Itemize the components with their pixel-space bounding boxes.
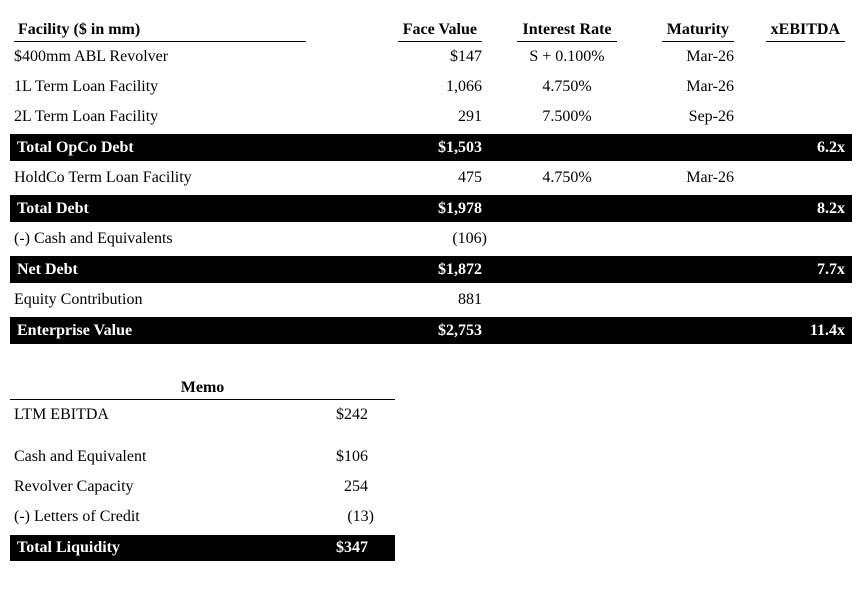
- total-row-enterprise-value: Enterprise Value $2,753 11.4x: [10, 317, 852, 344]
- facility-cell: Equity Contribution: [14, 291, 143, 308]
- face-value-cell: $1,978: [438, 199, 482, 217]
- memo-value: $106: [336, 448, 368, 465]
- facility-cell: 1L Term Loan Facility: [14, 78, 159, 95]
- facility-cell: 2L Term Loan Facility: [14, 108, 159, 125]
- face-value-cell: 291: [458, 108, 482, 125]
- memo-label: (-) Letters of Credit: [14, 508, 140, 525]
- memo-row-ltm-ebitda: LTM EBITDA $242: [10, 400, 395, 430]
- face-value-cell: 1,066: [446, 78, 482, 95]
- xebitda-cell: 11.4x: [809, 321, 845, 339]
- column-header-interest-rate-label: Interest Rate: [517, 21, 617, 42]
- face-value-cell: 881: [458, 291, 482, 308]
- face-value-cell: (106): [452, 230, 487, 247]
- interest-rate-cell: 4.750%: [542, 169, 592, 186]
- memo-row-revolver-capacity: Revolver Capacity 254: [10, 472, 395, 502]
- memo-value: $242: [336, 406, 368, 423]
- column-header-maturity: Maturity: [638, 21, 736, 42]
- memo-value: $347: [336, 539, 368, 556]
- face-value-cell: $1,872: [438, 260, 482, 278]
- memo-label: Total Liquidity: [17, 539, 121, 556]
- xebitda-cell: 8.2x: [817, 199, 845, 217]
- xebitda-cell: 6.2x: [817, 138, 845, 156]
- column-header-xebitda-label: xEBITDA: [765, 21, 845, 42]
- interest-rate-cell: S + 0.100%: [529, 48, 605, 65]
- facility-cell: Total Debt: [17, 199, 89, 217]
- table-row-abl-revolver: $400mm ABL Revolver $147 S + 0.100% Mar-…: [10, 42, 852, 72]
- column-header-facility: Facility ($ in mm): [10, 21, 390, 42]
- column-header-face-value-label: Face Value: [397, 21, 482, 42]
- total-row-net-debt: Net Debt $1,872 7.7x: [10, 256, 852, 283]
- facility-cell: Net Debt: [17, 260, 78, 278]
- column-header-face-value: Face Value: [396, 21, 496, 42]
- memo-title: Memo: [10, 374, 395, 400]
- memo-label: LTM EBITDA: [14, 406, 109, 423]
- column-header-xebitda: xEBITDA: [742, 21, 852, 42]
- cap-table-header-row: Facility ($ in mm) Face Value Interest R…: [10, 14, 852, 42]
- memo-table: Memo LTM EBITDA $242 Cash and Equivalent…: [10, 374, 395, 561]
- memo-total-row-total-liquidity: Total Liquidity $347: [10, 535, 395, 561]
- memo-value: 254: [344, 478, 368, 495]
- column-header-interest-rate: Interest Rate: [502, 21, 632, 42]
- maturity-cell: Mar-26: [686, 78, 734, 95]
- total-row-total-debt: Total Debt $1,978 8.2x: [10, 195, 852, 222]
- table-row-1l-term-loan: 1L Term Loan Facility 1,066 4.750% Mar-2…: [10, 72, 852, 102]
- memo-label: Revolver Capacity: [14, 478, 134, 495]
- facility-cell: $400mm ABL Revolver: [14, 48, 169, 65]
- capitalization-table: Facility ($ in mm) Face Value Interest R…: [10, 14, 852, 344]
- maturity-cell: Mar-26: [686, 48, 734, 65]
- facility-cell: Total OpCo Debt: [17, 138, 134, 156]
- facility-cell: (-) Cash and Equivalents: [14, 230, 173, 247]
- maturity-cell: Mar-26: [686, 169, 734, 186]
- face-value-cell: $1,503: [438, 138, 482, 156]
- maturity-cell: Sep-26: [688, 108, 734, 125]
- column-header-maturity-label: Maturity: [661, 21, 734, 42]
- xebitda-cell: 7.7x: [817, 260, 845, 278]
- column-header-facility-label: Facility ($ in mm): [14, 21, 306, 42]
- total-row-opco-debt: Total OpCo Debt $1,503 6.2x: [10, 134, 852, 161]
- memo-label: Cash and Equivalent: [14, 448, 147, 465]
- memo-row-cash-and-equivalent: Cash and Equivalent $106: [10, 442, 395, 472]
- facility-cell: HoldCo Term Loan Facility: [14, 169, 192, 186]
- table-row-2l-term-loan: 2L Term Loan Facility 291 7.500% Sep-26: [10, 102, 852, 132]
- interest-rate-cell: 7.500%: [542, 108, 592, 125]
- table-row-equity-contribution: Equity Contribution 881: [10, 285, 852, 315]
- facility-cell: Enterprise Value: [17, 321, 133, 339]
- face-value-cell: $147: [450, 48, 482, 65]
- memo-value: (13): [347, 508, 374, 525]
- memo-row-letters-of-credit: (-) Letters of Credit (13): [10, 502, 395, 532]
- table-row-holdco-term-loan: HoldCo Term Loan Facility 475 4.750% Mar…: [10, 163, 852, 193]
- face-value-cell: 475: [458, 169, 482, 186]
- table-row-cash-and-equivalents: (-) Cash and Equivalents (106): [10, 224, 852, 254]
- interest-rate-cell: 4.750%: [542, 78, 592, 95]
- face-value-cell: $2,753: [438, 321, 482, 339]
